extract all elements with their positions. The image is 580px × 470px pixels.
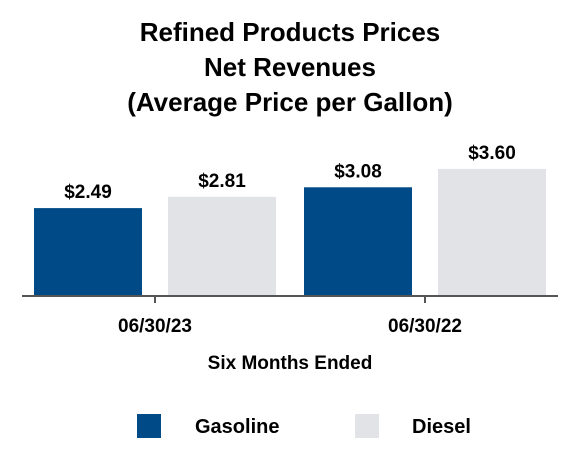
legend-swatch-diesel [355, 414, 379, 438]
bar-value-label-gasoline-1: $3.08 [334, 161, 382, 182]
x-tick-label-1: 06/30/22 [388, 316, 462, 337]
bar-value-label-diesel-0: $2.81 [198, 171, 246, 192]
legend-label-diesel: Diesel [412, 416, 471, 438]
bar-diesel-0 [168, 196, 276, 296]
legend-label-gasoline: Gasoline [195, 416, 279, 438]
chart-title-line-1: Refined Products Prices [139, 17, 441, 47]
x-tick-label-0: 06/30/23 [118, 316, 192, 337]
chart-title-line-2: Net Revenues [204, 52, 376, 82]
bar-gasoline-1 [304, 187, 412, 296]
x-axis-title: Six Months Ended [208, 353, 373, 374]
bar-value-label-diesel-1: $3.60 [468, 143, 516, 164]
bar-diesel-1 [438, 168, 546, 296]
chart-title-line-3: (Average Price per Gallon) [127, 87, 453, 117]
bar-gasoline-0 [34, 208, 142, 296]
legend-swatch-gasoline [137, 414, 161, 438]
bar-value-label-gasoline-0: $2.49 [64, 182, 112, 203]
